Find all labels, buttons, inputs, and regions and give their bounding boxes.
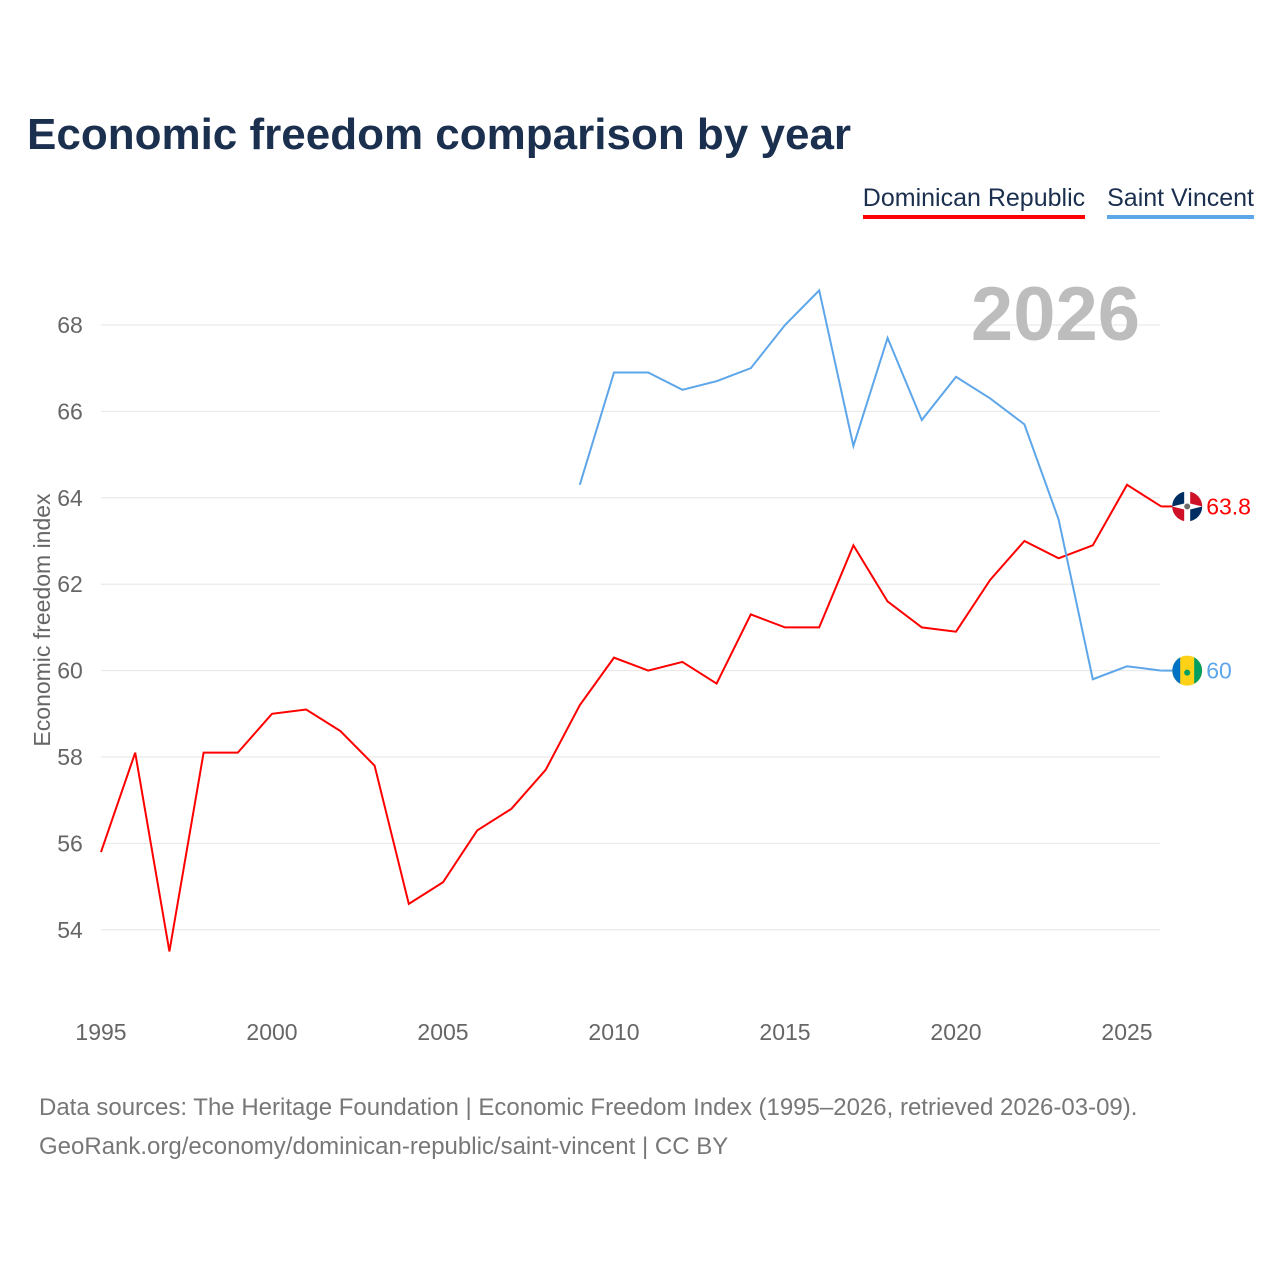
y-tick-label: 66	[57, 398, 83, 424]
series-line-1	[578, 288, 1162, 681]
x-tick-label: 2010	[588, 1019, 639, 1045]
x-tick-label: 1995	[75, 1019, 126, 1045]
series-line-0	[100, 483, 1162, 952]
source-link[interactable]: GeoRank.org/economy/dominican-republic/s…	[39, 1133, 729, 1160]
year-watermark: 2026	[971, 272, 1140, 357]
legend: Dominican Republic Saint Vincent	[862, 184, 1254, 219]
end-value-label: 60	[1206, 658, 1232, 684]
source-line-1: Data sources: The Heritage Foundation | …	[39, 1094, 1138, 1121]
y-tick-label: 62	[57, 571, 83, 597]
y-tick-label: 56	[57, 830, 83, 856]
y-tick-label: 58	[57, 744, 83, 770]
end-value-label: 63.8	[1206, 493, 1251, 519]
chart-title: Economic freedom comparison by year	[27, 110, 852, 159]
y-axis-label: Economic freedom index	[29, 493, 55, 747]
x-tick-label: 2015	[759, 1019, 810, 1045]
x-tick-label: 2000	[246, 1019, 297, 1045]
y-tick-label: 64	[57, 485, 83, 511]
source-note: Data sources: The Heritage Foundation | …	[39, 1088, 1137, 1166]
saint-vincent-flag-icon	[1172, 655, 1203, 686]
legend-dominican-republic[interactable]: Dominican Republic	[862, 184, 1086, 219]
y-tick-label: 68	[57, 312, 83, 338]
x-tick-label: 2020	[930, 1019, 981, 1045]
y-tick-label: 60	[57, 658, 83, 684]
y-tick-label: 54	[57, 917, 83, 943]
x-tick-label: 2025	[1101, 1019, 1152, 1045]
dominican-flag-icon	[1172, 491, 1203, 522]
legend-saint-vincent[interactable]: Saint Vincent	[1107, 184, 1254, 219]
x-tick-label: 2005	[417, 1019, 468, 1045]
